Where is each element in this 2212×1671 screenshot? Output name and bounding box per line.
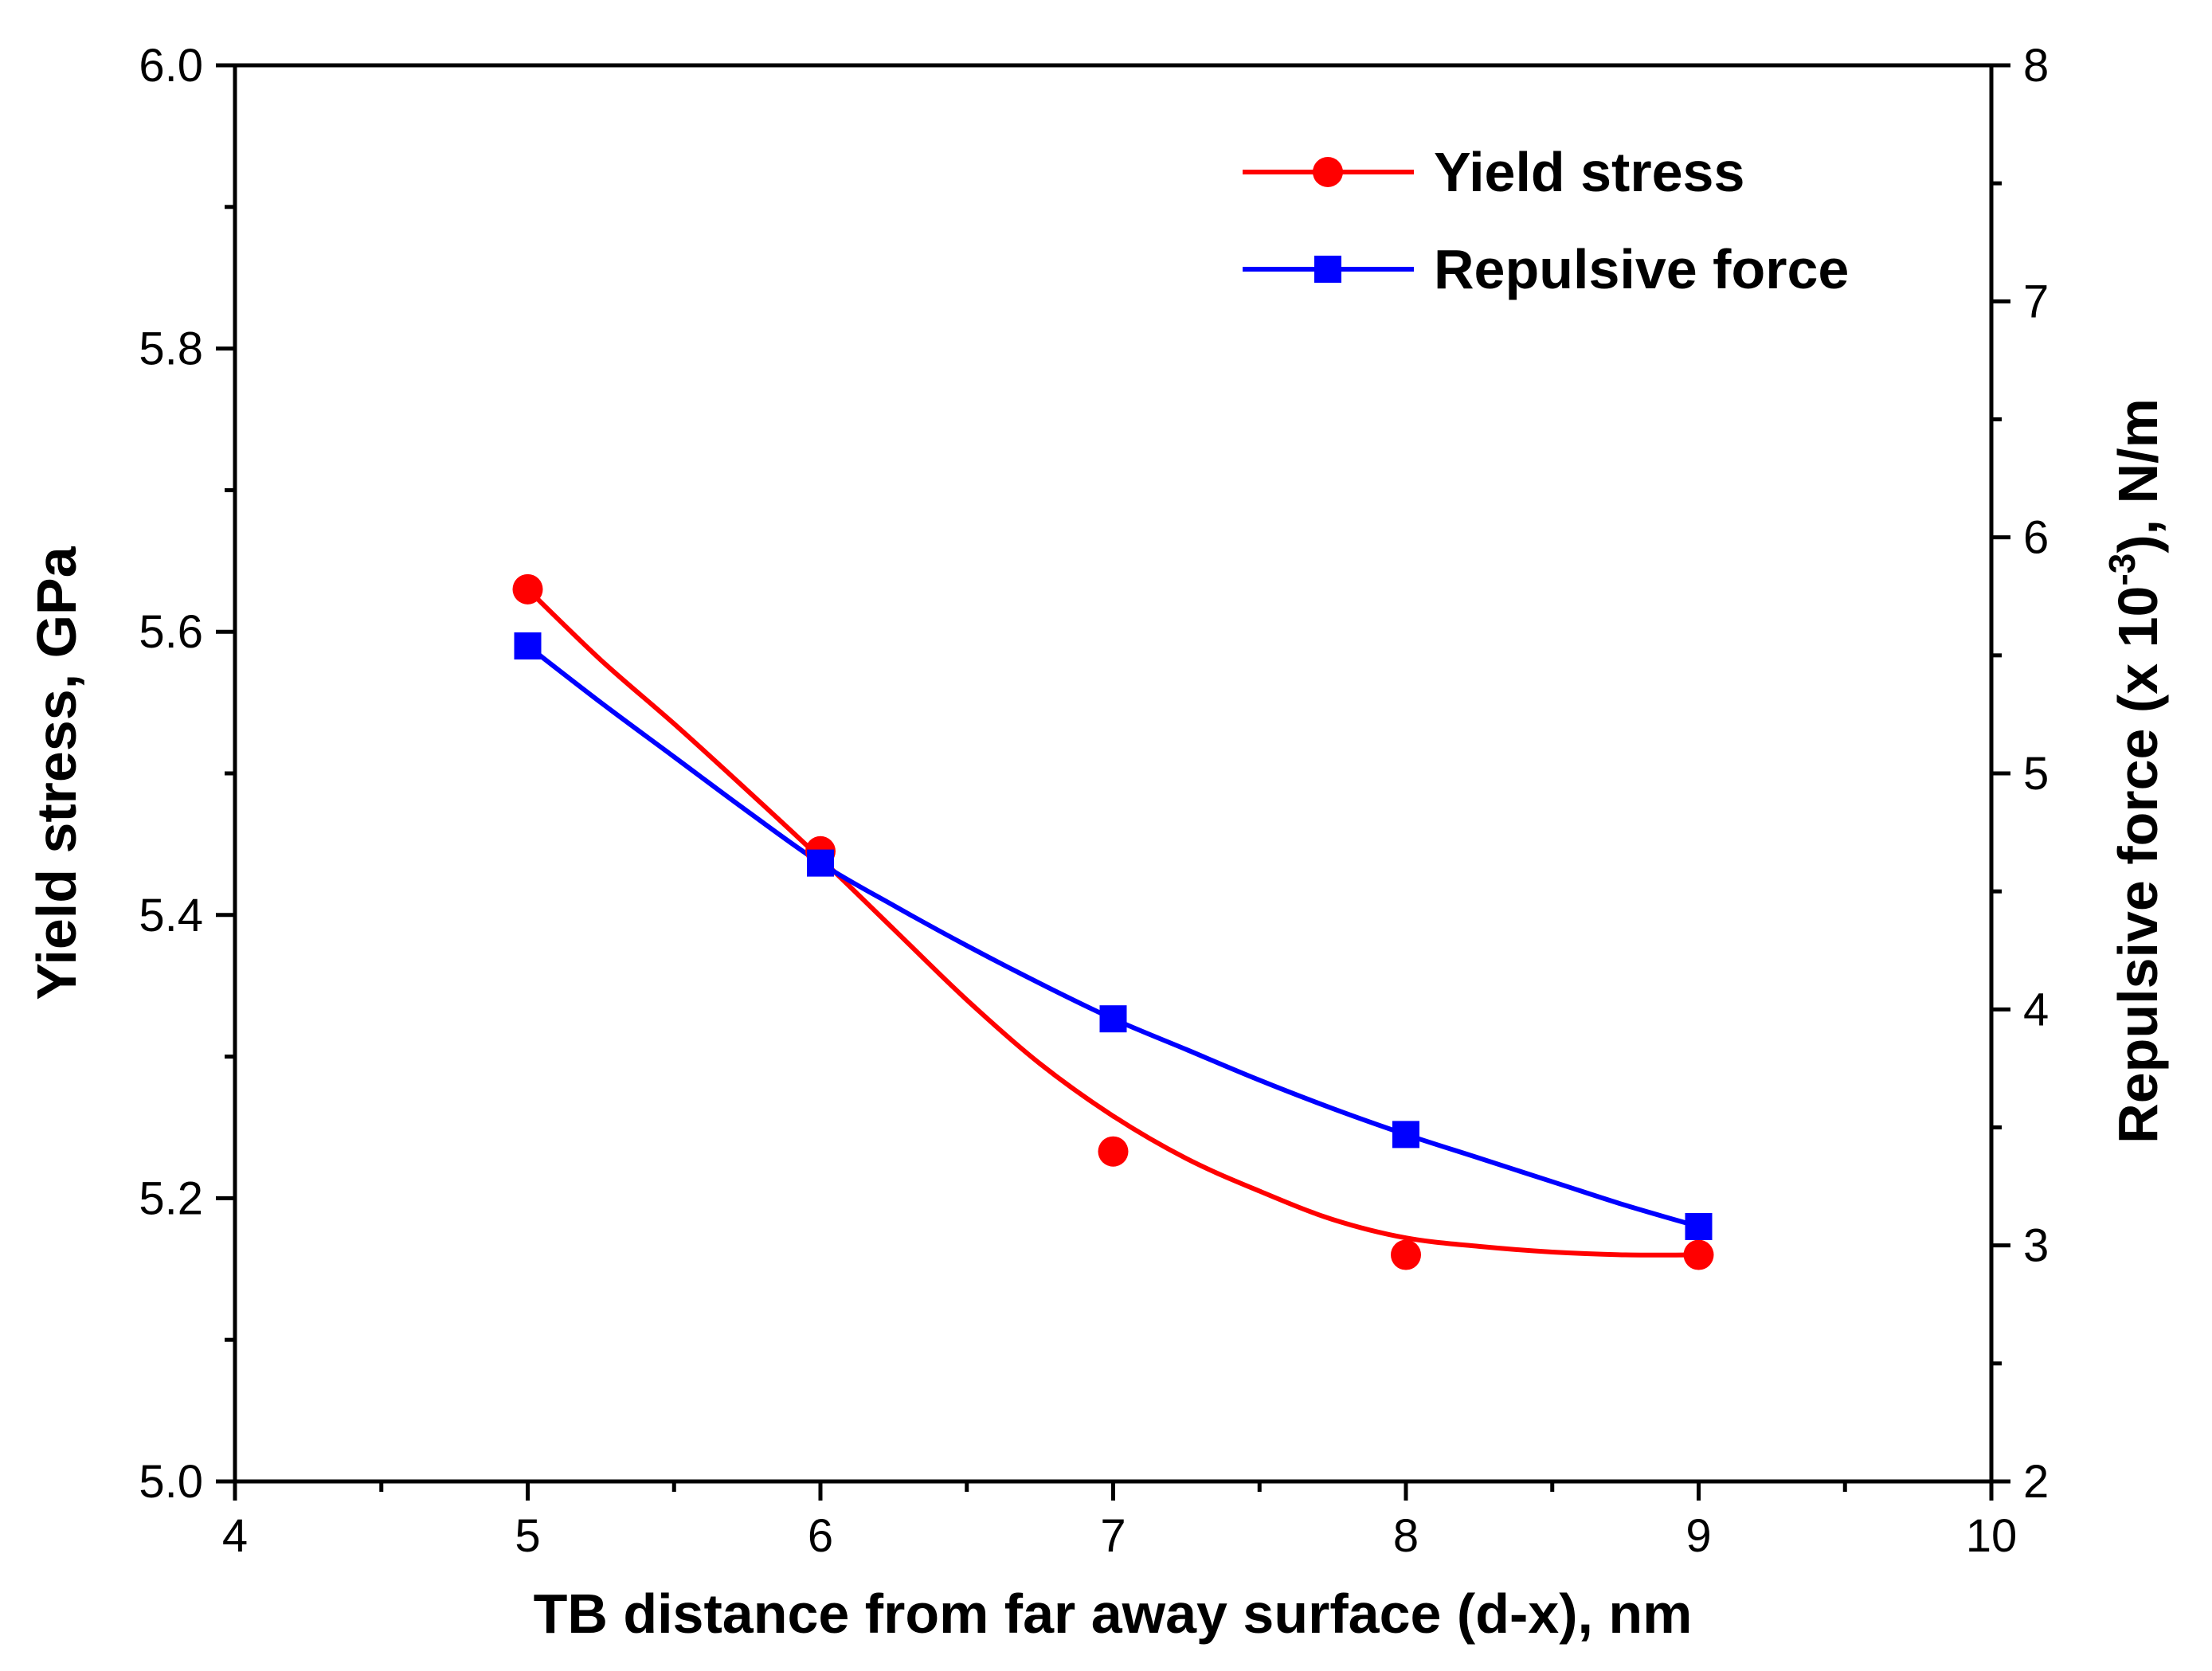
fit-curves <box>525 586 1701 1258</box>
y-right-axis-title: Repulsive force (x 10-3), N/m <box>2101 398 2169 1144</box>
data-point-yield-stress <box>1098 1136 1129 1167</box>
y-right-axis-title-tail: ), N/m <box>2107 398 2169 553</box>
y-right-tick-label: 5 <box>2023 748 2049 800</box>
y-left-tick-label: 5.2 <box>139 1172 203 1224</box>
fit-curve-yield-stress <box>525 586 1701 1258</box>
legend-marker-square <box>1314 256 1341 283</box>
legend-label-repulsive-force: Repulsive force <box>1434 238 1849 300</box>
legend-label-yield-stress: Yield stress <box>1434 141 1744 203</box>
legend: Yield stress Repulsive force <box>1243 141 1849 300</box>
data-point-repulsive-force <box>1392 1121 1419 1149</box>
data-point-yield-stress <box>1683 1239 1714 1270</box>
x-axis-title: TB distance from far away surface (d-x),… <box>534 1583 1693 1645</box>
fit-curve-repulsive-force <box>525 644 1701 1229</box>
data-points <box>512 573 1714 1270</box>
y-right-tick-label: 3 <box>2023 1220 2049 1272</box>
data-point-repulsive-force <box>514 632 542 659</box>
y-left-tick-label: 5.4 <box>139 890 203 941</box>
x-tick-label: 4 <box>222 1510 248 1562</box>
y-left-tick-label: 5.8 <box>139 323 203 375</box>
x-tick-label: 9 <box>1685 1510 1711 1562</box>
y-right-tick-label: 6 <box>2023 512 2049 564</box>
y-right-tick-label: 4 <box>2023 984 2049 1035</box>
x-tick-label: 7 <box>1100 1510 1126 1562</box>
data-point-yield-stress <box>512 573 543 605</box>
y-left-tick-label: 5.0 <box>139 1456 203 1508</box>
y-left-tick-label: 5.6 <box>139 606 203 658</box>
y-right-tick-label: 8 <box>2023 40 2049 92</box>
data-point-repulsive-force <box>1099 1005 1127 1033</box>
x-tick-label: 8 <box>1393 1510 1419 1562</box>
legend-entry-yield-stress: Yield stress <box>1243 141 1744 203</box>
y-right-tick-label: 2 <box>2023 1456 2049 1508</box>
legend-marker-circle <box>1313 157 1343 187</box>
x-tick-label: 5 <box>515 1510 540 1562</box>
data-point-yield-stress <box>1391 1239 1421 1270</box>
y-left-tick-label: 6.0 <box>139 40 203 92</box>
y-right-tick-label: 7 <box>2023 276 2049 327</box>
y-right-axis-title-superscript: -3 <box>2101 554 2143 586</box>
x-tick-label: 10 <box>1966 1510 2018 1562</box>
data-point-repulsive-force <box>1685 1212 1713 1240</box>
tick-labels: 4 5 6 7 8 9 10 5.0 5.2 5.4 5.6 5.8 6.0 2 3 4 5 6 7 8 <box>139 40 2049 1562</box>
y-left-axis-title: Yield stress, GPa <box>25 546 88 1000</box>
plot-frame <box>233 63 1994 1484</box>
y-right-axis-title-main: Repulsive force (x 10 <box>2107 586 2169 1144</box>
x-tick-label: 6 <box>808 1510 833 1562</box>
legend-entry-repulsive-force: Repulsive force <box>1243 238 1849 300</box>
data-point-repulsive-force <box>807 849 834 877</box>
